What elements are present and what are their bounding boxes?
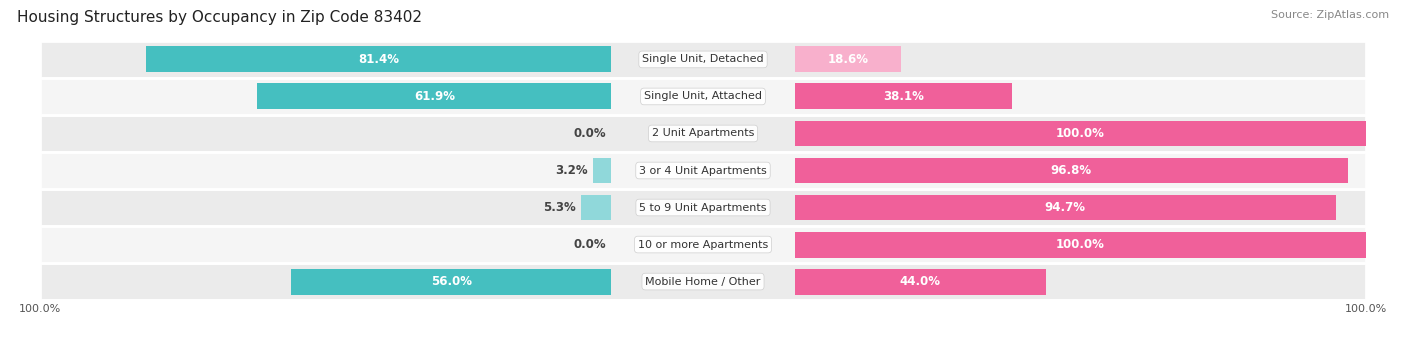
Bar bbox=[794, 120, 1367, 146]
Text: 0.0%: 0.0% bbox=[574, 238, 606, 251]
Bar bbox=[39, 226, 1367, 263]
Bar bbox=[39, 152, 1367, 189]
Bar bbox=[39, 189, 1367, 226]
Bar bbox=[794, 84, 1012, 109]
Text: 61.9%: 61.9% bbox=[413, 90, 456, 103]
Text: 5.3%: 5.3% bbox=[543, 201, 575, 214]
Bar bbox=[39, 78, 1367, 115]
Text: Single Unit, Attached: Single Unit, Attached bbox=[644, 91, 762, 102]
Bar bbox=[39, 115, 1367, 152]
Text: 2 Unit Apartments: 2 Unit Apartments bbox=[652, 129, 754, 138]
Bar bbox=[794, 269, 1046, 295]
Text: 96.8%: 96.8% bbox=[1050, 164, 1092, 177]
Text: 38.1%: 38.1% bbox=[883, 90, 924, 103]
Bar bbox=[39, 41, 1367, 78]
Text: Housing Structures by Occupancy in Zip Code 83402: Housing Structures by Occupancy in Zip C… bbox=[17, 10, 422, 25]
Bar bbox=[581, 195, 612, 221]
Text: 81.4%: 81.4% bbox=[359, 53, 399, 66]
Bar bbox=[593, 158, 612, 183]
Bar bbox=[257, 84, 612, 109]
Text: 100.0%: 100.0% bbox=[1056, 238, 1105, 251]
Text: 18.6%: 18.6% bbox=[827, 53, 868, 66]
Text: Source: ZipAtlas.com: Source: ZipAtlas.com bbox=[1271, 10, 1389, 20]
Text: 94.7%: 94.7% bbox=[1045, 201, 1085, 214]
Text: Mobile Home / Other: Mobile Home / Other bbox=[645, 277, 761, 286]
Bar bbox=[291, 269, 612, 295]
Text: 3.2%: 3.2% bbox=[555, 164, 588, 177]
Text: 10 or more Apartments: 10 or more Apartments bbox=[638, 239, 768, 250]
Bar bbox=[794, 46, 901, 72]
Text: 44.0%: 44.0% bbox=[900, 275, 941, 288]
Text: 3 or 4 Unit Apartments: 3 or 4 Unit Apartments bbox=[640, 165, 766, 176]
Text: 0.0%: 0.0% bbox=[574, 127, 606, 140]
Bar bbox=[39, 263, 1367, 300]
Text: 56.0%: 56.0% bbox=[430, 275, 472, 288]
Bar bbox=[146, 46, 612, 72]
Bar bbox=[794, 158, 1348, 183]
Bar bbox=[794, 195, 1336, 221]
Bar bbox=[794, 232, 1367, 257]
Text: 5 to 9 Unit Apartments: 5 to 9 Unit Apartments bbox=[640, 203, 766, 212]
Text: Single Unit, Detached: Single Unit, Detached bbox=[643, 55, 763, 64]
Text: 100.0%: 100.0% bbox=[1056, 127, 1105, 140]
